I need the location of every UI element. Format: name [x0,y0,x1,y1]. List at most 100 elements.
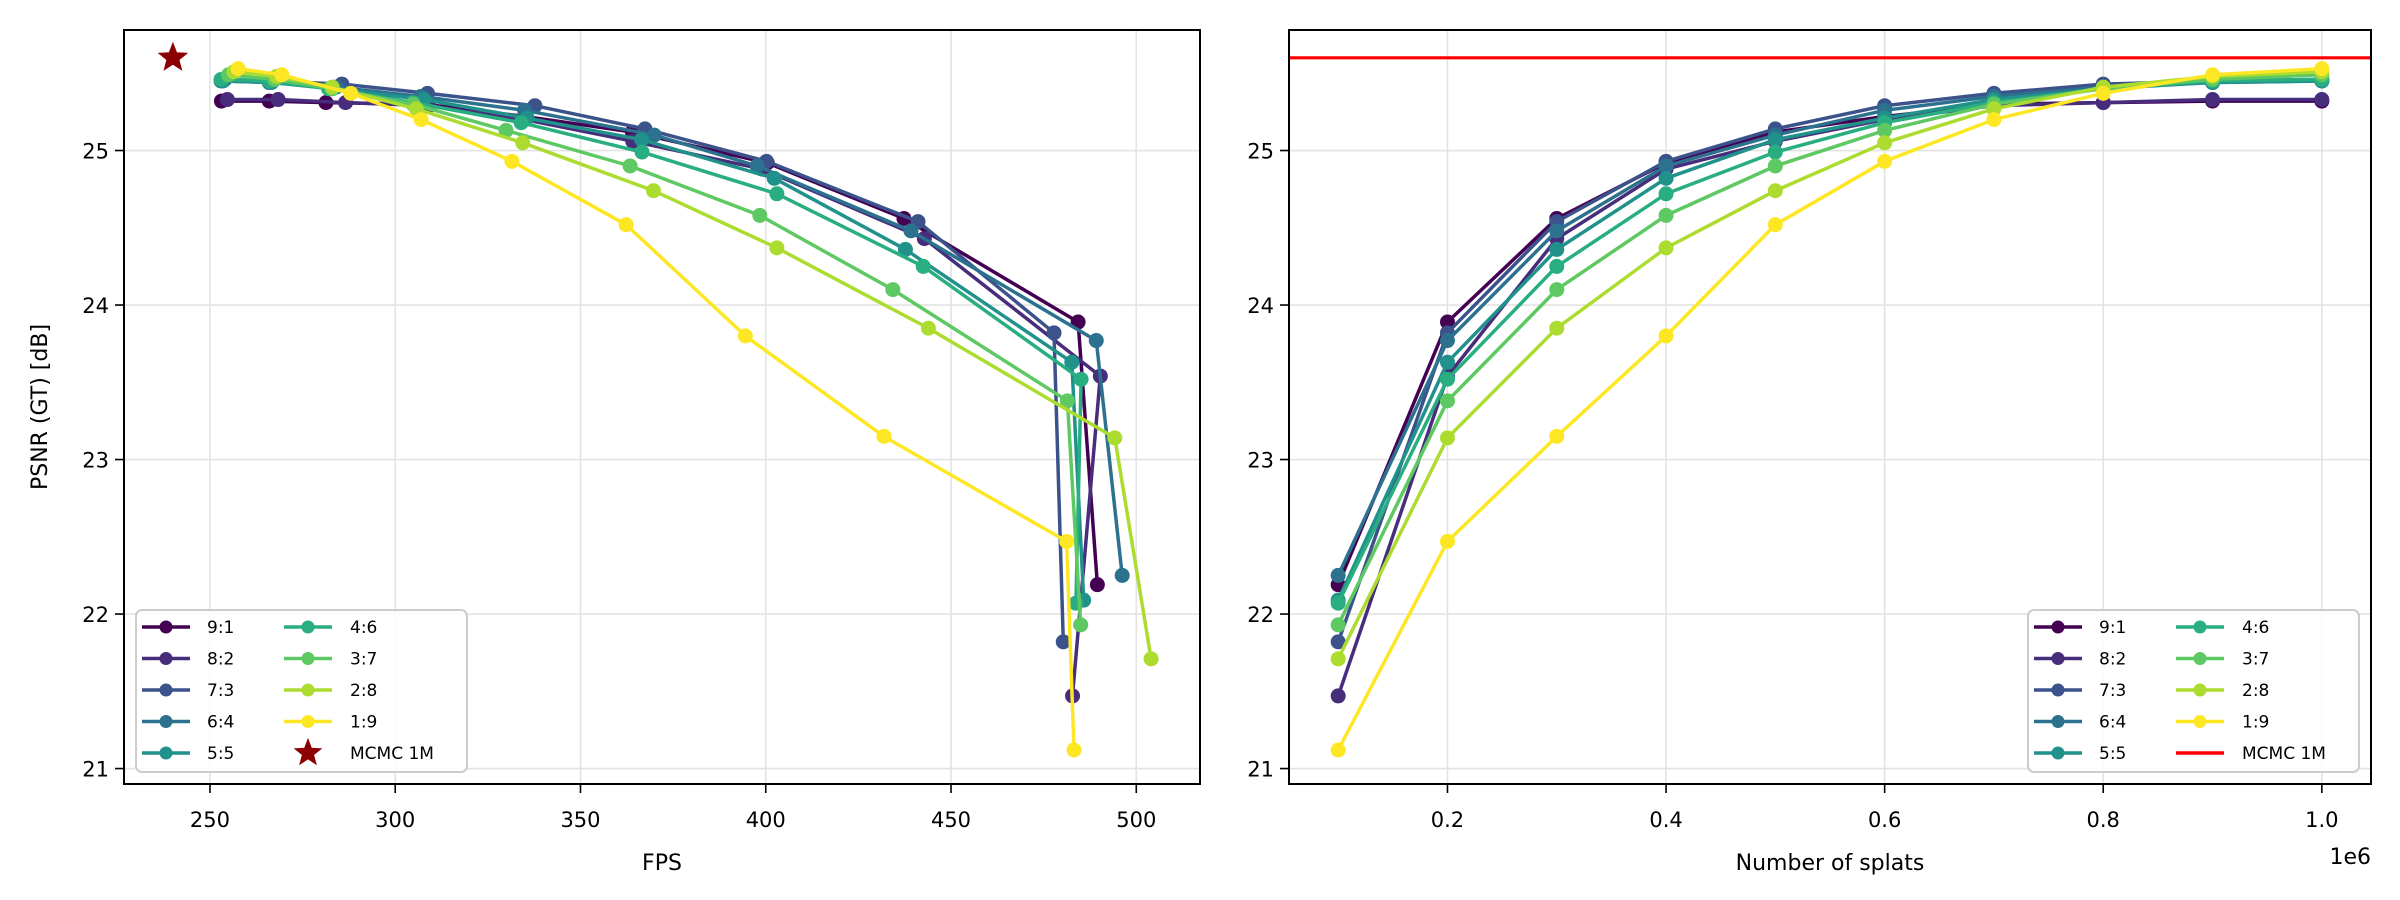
data-point [2205,92,2221,108]
legend-label: 5:5 [2099,744,2126,764]
y-tick-label: 21 [1247,758,1274,782]
series-line [227,97,1103,697]
data-point [2314,61,2330,77]
legend-marker-icon [2193,683,2207,697]
legend-marker-icon [2193,652,2207,665]
data-point [1066,742,1082,758]
data-point [645,183,661,199]
data-point [769,240,785,256]
x-tick-label: 300 [375,808,415,832]
data-point [515,135,531,151]
legend-star-icon [293,737,323,766]
data-point [1330,651,1346,667]
data-point [1064,354,1080,370]
data-point [1658,328,1674,344]
legend-marker-icon [2193,715,2207,728]
data-point [1114,567,1130,583]
data-point [513,115,529,131]
legend-entry: 4:6 [2176,618,2269,638]
data-point [1046,325,1062,341]
data-point [1330,567,1346,583]
legend-entry: 6:4 [2034,713,2126,733]
legend-marker-icon [2051,746,2065,760]
data-point [1767,144,1783,160]
data-point [1549,241,1565,257]
data-point [498,122,514,138]
legend-entry: 3:7 [2176,650,2269,670]
x-tick-label: 1.0 [2305,808,2338,832]
legend-entry: 3:7 [284,650,377,670]
legend-entry: 5:5 [142,744,234,764]
legend-label: 2:8 [350,681,377,701]
legend-entry: 7:3 [2034,681,2126,701]
data-point [749,158,765,174]
legend-label: 1:9 [350,713,377,733]
legend-entry: 9:1 [142,618,234,638]
data-point [885,282,901,298]
data-point [766,170,782,186]
data-point [876,428,892,444]
data-point [2095,85,2111,101]
legend-marker-icon [2051,620,2065,634]
data-point [2314,92,2330,108]
data-point [1549,428,1565,444]
y-axis-label: PSNR (GT) [dB] [28,324,53,490]
data-point [1767,158,1783,174]
legend-marker-icon [2051,652,2065,665]
data-point [1089,577,1105,593]
data-point [920,320,936,336]
data-point [646,127,662,143]
data-point [1549,223,1565,239]
data-point [1658,207,1674,223]
data-point [1986,101,2002,117]
legend-entry: 1:9 [2176,713,2269,733]
legend-label: 7:3 [2099,681,2126,701]
legend-marker-icon [301,620,315,634]
data-point [1877,135,1893,151]
legend-marker-icon [301,683,315,697]
legend-marker-icon [159,746,173,760]
data-point [1330,595,1346,611]
x-axis-offset-label: 1e6 [2329,845,2371,870]
data-point [1055,634,1071,650]
data-point [1658,158,1674,174]
data-point [1330,634,1346,650]
legend-marker-icon [2051,715,2065,728]
legend-entry: 8:2 [142,650,234,670]
psnr-vs-fps-chart: 250 300 350 400 450 500 21 22 23 24 25 FPS PSNR (GT)… [28,29,1201,876]
legend-entry: 4:6 [284,618,377,638]
data-point [752,207,768,223]
legend-marker-icon [2051,683,2065,697]
psnr-vs-splats-chart: 0.2 0.4 0.6 0.8 1.0 21 22 23 24 25 Number of splat… [1247,29,2372,876]
data-point [737,328,753,344]
legend-entry: MCMC 1M [293,737,434,766]
legend-label: 9:1 [207,618,234,638]
data-point [230,61,246,77]
data-point [897,241,913,257]
axes-frame [1288,29,2372,785]
data-point [634,132,650,148]
data-point [1439,333,1455,349]
legend-label: 4:6 [350,618,377,638]
legend-entry: 7:3 [142,681,234,701]
legend-marker-icon [159,652,173,665]
legend-label: 2:8 [2242,681,2269,701]
axes-frame [123,29,1201,785]
data-point [1549,282,1565,298]
data-point [1073,371,1089,387]
x-axis-label: FPS [642,851,682,876]
x-tick-label: 0.2 [1431,808,1464,832]
y-tick-label: 22 [82,603,109,627]
data-point [1549,258,1565,274]
legend-label: MCMC 1M [350,744,434,764]
data-point [1877,153,1893,169]
data-point [1439,533,1455,549]
x-tick-label: 450 [931,808,971,832]
y-tick-label: 23 [1247,449,1274,473]
legend: 9:1 8:2 7:3 6:4 5:5 4:6 3:7 2:8 1:9 MCMC 1M [135,609,468,773]
data-point [1767,183,1783,199]
legend-label: 6:4 [2099,713,2126,733]
legend-marker-icon [159,620,173,634]
legend-entry: 2:8 [284,681,377,701]
